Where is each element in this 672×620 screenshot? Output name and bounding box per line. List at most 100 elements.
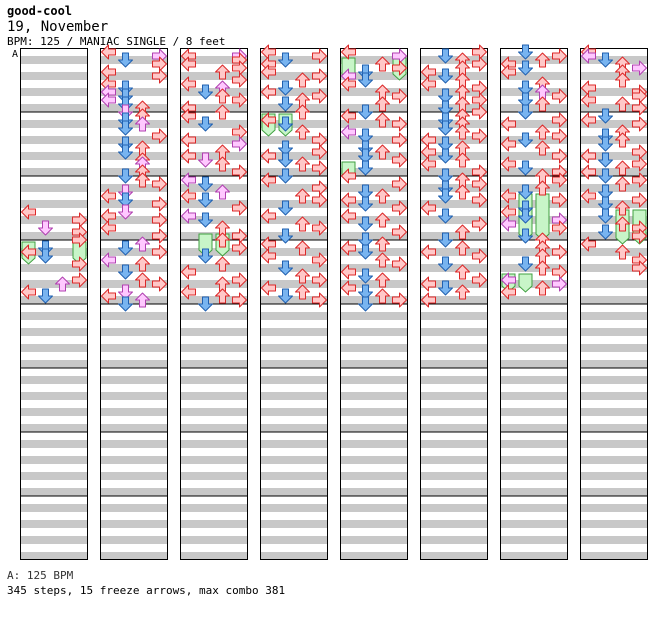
up-arrow: [215, 156, 230, 172]
right-arrow: [152, 212, 167, 228]
down-arrow: [198, 192, 213, 208]
down-arrow: [198, 248, 213, 264]
down-arrow: [278, 288, 293, 304]
left-arrow: [341, 76, 356, 92]
up-arrow: [375, 96, 390, 112]
up-arrow: [215, 288, 230, 304]
up-arrow: [535, 280, 550, 296]
down-arrow: [518, 80, 533, 96]
right-arrow: [392, 200, 407, 216]
down-arrow: [358, 148, 373, 164]
right-arrow: [152, 128, 167, 144]
down-arrow: [278, 200, 293, 216]
right-arrow: [232, 240, 247, 256]
right-arrow: [392, 132, 407, 148]
right-arrow: [232, 92, 247, 108]
down-arrow: [278, 168, 293, 184]
down-arrow: [278, 52, 293, 68]
up-arrow: [295, 240, 310, 256]
down-arrow: [118, 240, 133, 256]
right-arrow: [232, 272, 247, 288]
right-arrow: [392, 292, 407, 308]
right-arrow: [552, 112, 567, 128]
right-arrow: [552, 276, 567, 292]
up-arrow: [215, 64, 230, 80]
right-arrow: [472, 248, 487, 264]
down-arrow: [518, 60, 533, 76]
right-arrow: [72, 232, 87, 248]
down-arrow: [438, 208, 453, 224]
down-arrow: [518, 132, 533, 148]
right-arrow: [632, 156, 647, 172]
up-arrow: [215, 232, 230, 248]
up-arrow: [535, 140, 550, 156]
left-arrow: [501, 284, 516, 300]
down-arrow: [358, 232, 373, 248]
left-arrow: [501, 188, 516, 204]
right-arrow: [472, 272, 487, 288]
up-arrow: [535, 124, 550, 140]
down-arrow: [358, 268, 373, 284]
down-arrow: [198, 296, 213, 312]
up-arrow: [535, 52, 550, 68]
left-arrow: [101, 220, 116, 236]
up-arrow: [455, 264, 470, 280]
right-arrow: [232, 200, 247, 216]
right-arrow: [152, 276, 167, 292]
right-arrow: [552, 192, 567, 208]
bpm-legend: A: 125 BPM: [7, 569, 74, 582]
chart-title: good-cool: [7, 4, 73, 18]
down-arrow: [278, 152, 293, 168]
left-arrow: [181, 108, 196, 124]
left-arrow: [181, 76, 196, 92]
down-arrow: [278, 96, 293, 112]
down-arrow: [118, 284, 133, 300]
up-arrow: [455, 224, 470, 240]
right-arrow: [152, 228, 167, 244]
down-arrow: [358, 216, 373, 232]
up-arrow: [615, 176, 630, 192]
left-arrow: [581, 188, 596, 204]
up-arrow: [295, 188, 310, 204]
up-arrow: [215, 88, 230, 104]
left-arrow: [581, 236, 596, 252]
left-arrow: [421, 200, 436, 216]
down-arrow: [438, 100, 453, 116]
left-arrow: [261, 84, 276, 100]
down-arrow: [438, 68, 453, 84]
right-arrow: [632, 116, 647, 132]
right-arrow: [312, 292, 327, 308]
left-arrow: [341, 208, 356, 224]
left-arrow: [261, 208, 276, 224]
right-arrow: [552, 148, 567, 164]
right-arrow: [312, 192, 327, 208]
left-arrow: [181, 148, 196, 164]
chart-column: [20, 48, 88, 560]
chart-column: [260, 48, 328, 560]
left-arrow: [261, 64, 276, 80]
left-arrow: [421, 156, 436, 172]
down-arrow: [38, 220, 53, 236]
chart-column: [500, 48, 568, 560]
left-arrow: [181, 208, 196, 224]
up-arrow: [215, 184, 230, 200]
left-arrow: [341, 192, 356, 208]
down-arrow: [358, 284, 373, 300]
chart-column: [420, 48, 488, 560]
right-arrow: [632, 60, 647, 76]
left-arrow: [581, 112, 596, 128]
up-arrow: [455, 240, 470, 256]
left-arrow: [181, 264, 196, 280]
up-arrow: [375, 188, 390, 204]
down-arrow: [118, 204, 133, 220]
down-arrow: [278, 140, 293, 156]
right-arrow: [472, 176, 487, 192]
left-arrow: [181, 56, 196, 72]
up-arrow: [295, 104, 310, 120]
right-arrow: [552, 220, 567, 236]
up-arrow: [295, 216, 310, 232]
chart-column: [340, 48, 408, 560]
left-arrow: [501, 216, 516, 232]
right-arrow: [632, 260, 647, 276]
